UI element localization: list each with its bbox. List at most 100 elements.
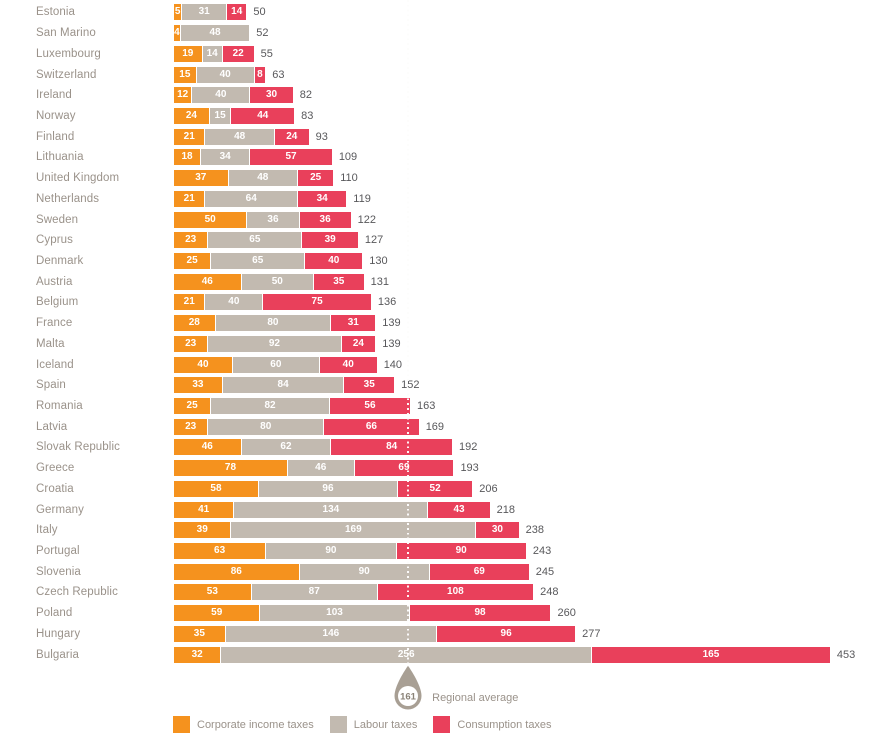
bar-segment-corporate: 18	[174, 149, 201, 166]
country-label: Spain	[36, 379, 66, 392]
bar-group: 28 80 31 139	[174, 315, 401, 332]
segment-value: 24	[286, 130, 298, 142]
total-value: 110	[340, 172, 358, 185]
bar-segment-labour: 40	[205, 294, 263, 311]
bar-segment-corporate: 63	[174, 543, 266, 560]
total-value: 193	[460, 462, 479, 475]
segment-value: 92	[268, 337, 280, 349]
segment-value: 66	[365, 420, 377, 432]
bar-segment-consumption: 43	[428, 501, 490, 518]
bar-group: 50 36 36 122	[174, 211, 376, 228]
bar-segment-corporate: 39	[174, 522, 231, 539]
segment-value: 64	[245, 192, 257, 204]
country-label: Portugal	[36, 545, 80, 558]
bar-segment-consumption: 56	[329, 398, 410, 415]
segment-value: 50	[204, 213, 216, 225]
legend-swatch	[433, 716, 451, 733]
segment-value: 57	[285, 151, 297, 163]
bar-segment-labour: 87	[251, 584, 377, 601]
country-label: Austria	[36, 275, 73, 288]
bar-segment-labour: 15	[209, 107, 231, 124]
chart-row: Sweden 50 36 36 122	[0, 209, 873, 230]
bar-group: 12 40 30 82	[174, 87, 312, 104]
bar-segment-corporate: 25	[174, 252, 211, 269]
total-value: 140	[383, 358, 403, 371]
chart-row: Ireland 12 40 30 82	[0, 85, 873, 106]
bar-segment-labour: 34	[201, 149, 250, 166]
segment-value: 46	[201, 275, 213, 287]
bar-group: 18 34 57 109	[174, 149, 358, 166]
bar-group: 4 48 52	[174, 25, 269, 42]
segment-value: 87	[308, 586, 320, 598]
chart-row: Estonia 5 31 14 50	[0, 2, 873, 23]
total-value: 93	[315, 130, 328, 143]
total-value: 192	[458, 441, 478, 454]
legend: Corporate income taxes Labour taxes Consum…	[173, 716, 873, 733]
segment-value: 48	[209, 27, 221, 39]
segment-value: 41	[198, 503, 210, 515]
legend-item: Consumption taxes	[433, 716, 552, 733]
country-label: France	[36, 317, 73, 330]
bar-segment-corporate: 86	[174, 563, 299, 580]
bar-group: 46 62 84 192	[174, 439, 478, 456]
bar-segment-corporate: 35	[174, 625, 225, 642]
country-label: Hungary	[36, 627, 81, 640]
bar-segment-corporate: 12	[174, 87, 192, 104]
total-value: 55	[260, 47, 273, 60]
country-label: Estonia	[36, 6, 76, 19]
bar-segment-consumption: 25	[298, 170, 334, 187]
segment-value: 48	[257, 172, 269, 184]
bar-segment-corporate: 23	[174, 232, 208, 249]
chart-row: Slovak Republic 46 62 84 192	[0, 437, 873, 458]
segment-value: 169	[344, 524, 362, 536]
total-value: 243	[532, 545, 552, 558]
bar-segment-corporate: 32	[174, 646, 221, 663]
segment-value: 35	[363, 379, 375, 391]
country-label: Netherlands	[36, 192, 100, 205]
bar-segment-consumption: 52	[397, 480, 473, 497]
segment-value: 86	[230, 565, 242, 577]
segment-value: 82	[264, 400, 276, 412]
segment-value: 44	[257, 109, 269, 121]
bar-segment-labour: 80	[208, 418, 324, 435]
bar-segment-corporate: 24	[174, 107, 209, 124]
country-label: Malta	[36, 337, 65, 350]
segment-value: 31	[198, 6, 210, 18]
country-label: Cyprus	[36, 234, 74, 247]
bar-segment-consumption: 22	[222, 45, 254, 62]
segment-value: 23	[185, 337, 197, 349]
bar-segment-labour: 65	[208, 232, 302, 249]
bar-group: 32 256 165 453	[174, 646, 855, 663]
chart-row: Malta 23 92 24 139	[0, 334, 873, 355]
chart-row: United Kingdom 37 48 25 110	[0, 168, 873, 189]
total-value: 248	[540, 586, 559, 599]
total-value: 50	[253, 6, 266, 19]
segment-value: 36	[267, 213, 279, 225]
segment-value: 108	[447, 586, 464, 598]
segment-value: 5	[174, 6, 181, 18]
segment-value: 15	[179, 68, 191, 80]
total-value: 238	[525, 524, 544, 537]
country-label: Poland	[36, 607, 73, 620]
bar-group: 21 64 34 119	[174, 190, 371, 207]
segment-value: 40	[328, 254, 340, 266]
segment-value: 33	[192, 379, 204, 391]
country-label: Slovenia	[36, 565, 81, 578]
segment-value: 69	[473, 565, 485, 577]
legend-swatch	[173, 716, 190, 733]
total-value: 109	[338, 151, 358, 164]
bar-segment-labour: 90	[266, 543, 396, 560]
bar-group: 35 146 96 277	[174, 625, 600, 642]
segment-value: 96	[500, 627, 512, 639]
bar-segment-consumption: 34	[298, 190, 347, 207]
bar-segment-consumption: 57	[250, 149, 332, 166]
bar-segment-labour: 14	[202, 45, 222, 62]
bar-segment-consumption: 44	[231, 107, 295, 124]
bar-segment-labour: 48	[180, 25, 250, 42]
legend-swatch	[329, 716, 347, 733]
chart-row: Bulgaria 32 256 165 453	[0, 644, 873, 665]
bar-segment-corporate: 23	[174, 335, 208, 352]
bar-segment-labour: 65	[211, 252, 305, 269]
bar-segment-corporate: 58	[174, 480, 258, 497]
